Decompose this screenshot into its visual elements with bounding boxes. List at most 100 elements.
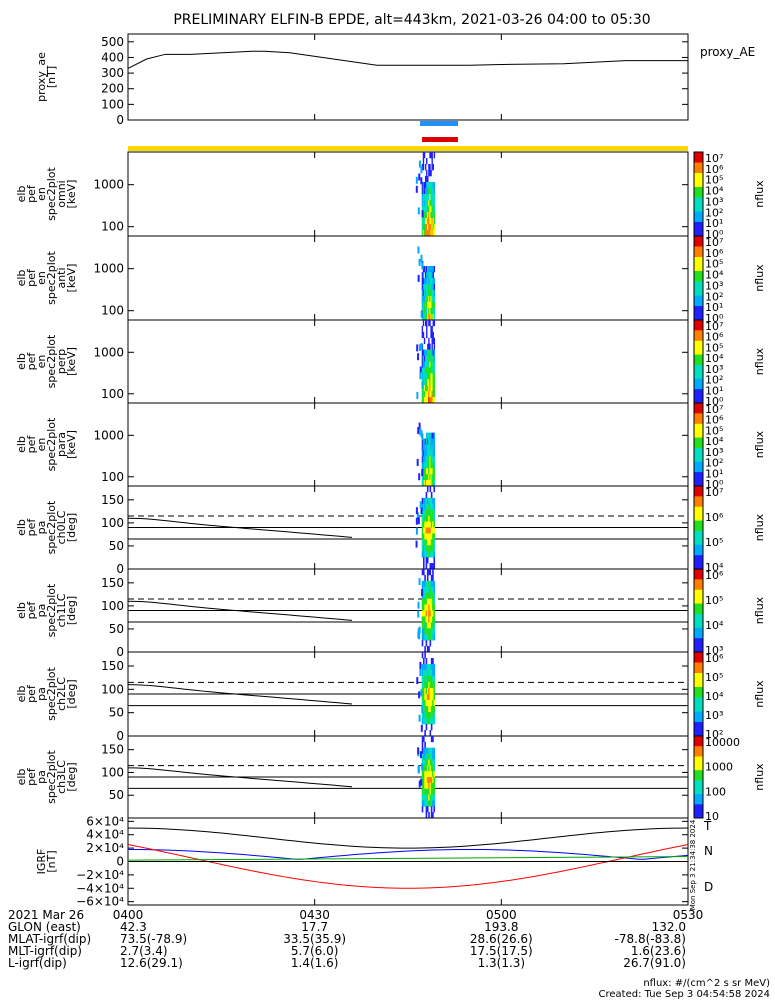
- spectrogram-cell: [430, 634, 433, 641]
- spectrogram-cell: [424, 700, 426, 707]
- spectrogram-cell: [421, 188, 424, 195]
- footer-row-label: MLAT-igrf(dip): [8, 932, 91, 946]
- colorbar-segment: [694, 777, 703, 781]
- colorbar-segment: [694, 475, 703, 480]
- spectrogram-patch: [417, 569, 436, 653]
- spectrogram-cell: [432, 551, 434, 558]
- colorbar-segment: [694, 787, 703, 792]
- spectrogram-cell: [426, 676, 429, 683]
- spectrogram-cell: [418, 258, 421, 266]
- spectrogram-cell: [431, 188, 433, 195]
- spectrogram-cell: [433, 551, 436, 558]
- spectrogram-cell: [431, 194, 433, 201]
- spectrogram-cell: [423, 450, 426, 457]
- spectrogram-cell: [426, 331, 428, 339]
- spectrogram-cell: [431, 468, 433, 475]
- spectrogram-cell: [432, 194, 434, 201]
- spectrogram-cell: [426, 325, 428, 333]
- spectrogram-cell: [421, 278, 424, 285]
- spectrogram-cell: [428, 539, 430, 546]
- spectrogram-cell: [422, 592, 425, 599]
- spectrogram-cell: [432, 777, 434, 784]
- colorbar-frame: [693, 735, 704, 819]
- spectrogram-cell: [431, 266, 433, 273]
- colorbar-segment: [694, 354, 703, 359]
- spectrogram-cell: [432, 218, 434, 225]
- spectrogram-cell: [425, 491, 428, 499]
- spectrogram-cell: [429, 706, 432, 713]
- spectrogram-cell: [422, 682, 425, 689]
- spectrogram-cell: [423, 456, 426, 463]
- panel-en_omni: 1000100elbpefenspec2plotomni[keV]10⁷10⁶1…: [15, 151, 766, 241]
- colorbar-segment: [694, 763, 703, 768]
- colorbar-segment: [694, 690, 703, 695]
- spectrogram-cell: [426, 314, 428, 321]
- spectrogram-cell: [426, 706, 429, 713]
- spectrogram-cell: [424, 771, 426, 778]
- spectrogram-cell: [423, 397, 426, 404]
- spectrogram-cell: [432, 272, 434, 279]
- spectrogram-cell: [425, 771, 428, 778]
- spectrogram-cell: [428, 682, 430, 689]
- spectrogram-cell: [427, 480, 429, 487]
- spectrogram-cell: [429, 640, 432, 647]
- colorbar-segment: [694, 648, 703, 653]
- spectrogram-cell: [417, 353, 420, 361]
- spectrogram-cell: [417, 628, 420, 636]
- spectrogram-cell: [428, 694, 430, 701]
- colorbar-segment: [694, 166, 703, 170]
- spectrogram-cell: [432, 670, 434, 677]
- spectrogram-cell: [432, 266, 434, 273]
- colorbar-segment: [694, 617, 703, 622]
- spectrogram-cell: [421, 676, 424, 683]
- spectrogram-cell: [417, 427, 420, 435]
- spectrogram-cell: [426, 272, 428, 279]
- colorbar-segment: [694, 399, 703, 404]
- spectrogram-cell: [428, 397, 430, 404]
- colorbar-segment: [694, 385, 703, 390]
- colorbar-segment: [694, 434, 703, 439]
- spectrogram-cell: [424, 480, 427, 487]
- spectrogram-cell: [429, 580, 432, 588]
- spectrogram-cell: [432, 284, 434, 291]
- spectrogram-cell: [427, 349, 429, 356]
- spectrogram-cell: [433, 533, 436, 540]
- spectrogram-cell: [433, 515, 436, 522]
- spectrogram-cell: [425, 694, 428, 701]
- spectrogram-cell: [426, 391, 428, 398]
- spectrogram-cell: [429, 563, 432, 570]
- spectrogram-cell: [429, 444, 431, 451]
- spectrogram-cell: [428, 474, 430, 481]
- colorbar-title: nflux: [753, 596, 766, 624]
- spectrogram-cell: [430, 700, 433, 707]
- spectrogram-cell: [424, 628, 426, 635]
- spectrogram-cell: [425, 747, 428, 754]
- spectrogram-cell: [432, 278, 434, 285]
- spectrogram-cell: [431, 302, 433, 309]
- spectrogram-cell: [422, 385, 425, 392]
- colorbar-segment: [694, 683, 703, 688]
- spectrogram-cell: [416, 512, 419, 520]
- spectrogram-cell: [428, 551, 430, 558]
- spectrogram-cell: [433, 152, 436, 159]
- spectrogram-cell: [432, 592, 434, 599]
- spectrogram-cell: [426, 586, 429, 594]
- spectrogram-cell: [425, 563, 428, 570]
- spectrogram-cell: [432, 331, 434, 339]
- colorbar-segment: [694, 655, 703, 660]
- spectrogram-cell: [424, 314, 427, 321]
- spectrogram-cell: [426, 574, 429, 582]
- spectrogram-cell: [430, 782, 433, 790]
- spectrogram-cell: [432, 706, 434, 713]
- colorbar-segment: [694, 333, 703, 338]
- spectrogram-cell: [433, 355, 436, 362]
- spectrogram-cell: [430, 747, 433, 754]
- y-tick-label: 100: [101, 599, 124, 613]
- colorbar-segment: [694, 572, 703, 577]
- spectrogram-cell: [420, 343, 423, 351]
- spectrogram-cell: [421, 224, 424, 231]
- spectrogram-cell: [428, 533, 430, 540]
- spectrogram-cell: [432, 712, 434, 719]
- spectrogram-cell: [421, 694, 424, 701]
- spectrogram-cell: [430, 622, 433, 629]
